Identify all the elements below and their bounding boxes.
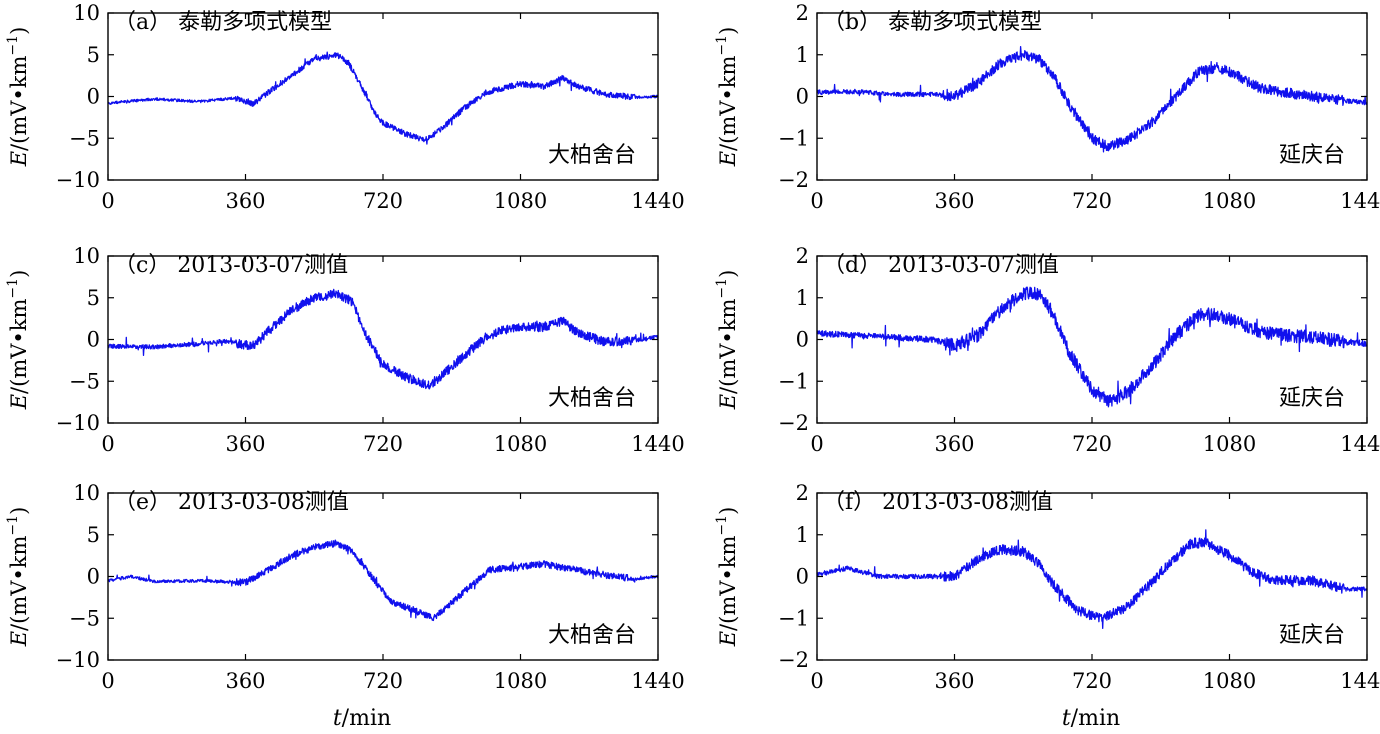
x-tick-label-a: 720 [363,189,403,213]
x-tick-label-c: 720 [363,432,403,456]
x-tick-label-b: 1440 [1340,189,1380,213]
y-tick-label-a: −10 [56,168,100,192]
x-tick-label-f: 720 [1072,669,1112,693]
x-tick-label-c: 1080 [494,432,547,456]
station-label-c: 大柏舍台 [548,386,636,411]
panel-title-b: （b） 泰勒多项式模型 [823,10,1042,35]
y-tick-label-e: 10 [73,481,100,505]
y-axis-label-c: E/(mV•km−1) [5,270,31,411]
panel-title-f: （f） 2013-03-08测值 [823,490,1053,515]
trace-e [107,539,659,622]
panel-e: 0 360 720 1080 1440 10 5 0 −5 −10 （e） 2013-03-08测值… [5,481,685,693]
x-tick-label-a: 1440 [631,189,684,213]
x-tick-label-f: 1440 [1340,669,1380,693]
x-tick-label-e: 1080 [494,669,547,693]
y-axis-label-d: E/(mV•km−1) [714,270,740,411]
panel-c: 0 360 720 1080 1440 10 5 0 −5 −10 （c） 2013-03-07测值… [5,244,685,456]
panel-title-a: （a） 泰勒多项式模型 [114,10,332,35]
y-tick-label-f: −2 [778,648,809,672]
x-tick-label-d: 720 [1072,432,1112,456]
y-tick-label-a: −5 [69,126,100,150]
y-tick-label-b: −2 [778,168,809,192]
y-tick-label-b: 0 [796,85,809,109]
x-tick-label-a: 1080 [494,189,547,213]
y-tick-label-f: 1 [796,523,809,547]
y-tick-label-f: 2 [796,481,809,505]
x-tick-label-d: 1440 [1340,432,1380,456]
x-tick-label-b: 720 [1072,189,1112,213]
x-tick-label-f: 0 [810,669,823,693]
x-tick-label-e: 720 [363,669,403,693]
y-axis-label-b: E/(mV•km−1) [714,27,740,168]
x-axis-label-left: t/min [333,706,391,731]
y-tick-label-a: 0 [87,85,100,109]
y-axis-label-a: E/(mV•km−1) [5,27,31,168]
y-tick-label-d: −1 [778,369,809,393]
y-tick-label-d: 1 [796,286,809,310]
panel-title-d: （d） 2013-03-07测值 [823,253,1059,278]
panel-d: 0 360 720 1080 1440 2 1 0 −1 −2 （d） 2013-03-07测值延庆… [714,244,1380,456]
x-tick-label-b: 1080 [1203,189,1256,213]
panel-f: 0 360 720 1080 1440 2 1 0 −1 −2 （f） 2013-03-08测值延庆… [714,481,1380,693]
y-tick-label-c: 5 [87,286,100,310]
trace-b [816,45,1368,153]
x-tick-label-e: 360 [225,669,265,693]
y-tick-label-a: 10 [73,1,100,25]
x-tick-label-d: 1080 [1203,432,1256,456]
y-tick-label-c: 10 [73,244,100,268]
station-label-f: 延庆台 [1279,623,1345,648]
y-tick-label-f: −1 [778,606,809,630]
panel-title-c: （c） 2013-03-07测值 [114,253,348,278]
x-tick-label-d: 360 [934,432,974,456]
trace-d [816,286,1368,408]
station-label-d: 延庆台 [1279,386,1345,411]
station-label-a: 大柏舍台 [548,143,636,168]
y-tick-label-e: −10 [56,648,100,672]
trace-a [107,51,659,145]
x-tick-label-a: 360 [225,189,265,213]
y-tick-label-d: 0 [796,328,809,352]
x-tick-label-e: 0 [101,669,114,693]
x-tick-label-f: 360 [934,669,974,693]
x-axis-label-right: t/min [1062,706,1120,731]
x-tick-label-c: 1440 [631,432,684,456]
x-tick-label-b: 0 [810,189,823,213]
y-tick-label-f: 0 [796,565,809,589]
y-tick-label-c: −5 [69,369,100,393]
y-tick-label-b: 2 [796,1,809,25]
y-tick-label-c: −10 [56,411,100,435]
y-tick-label-e: 0 [87,565,100,589]
panel-title-e: （e） 2013-03-08测值 [114,490,349,515]
trace-f [816,529,1368,629]
y-tick-label-b: −1 [778,126,809,150]
y-tick-label-d: 2 [796,244,809,268]
y-tick-label-b: 1 [796,43,809,67]
trace-c [107,288,659,390]
x-tick-label-f: 1080 [1203,669,1256,693]
y-tick-label-d: −2 [778,411,809,435]
y-tick-label-e: −5 [69,606,100,630]
x-tick-label-c: 360 [225,432,265,456]
x-tick-label-b: 360 [934,189,974,213]
station-label-e: 大柏舍台 [548,623,636,648]
y-axis-label-f: E/(mV•km−1) [714,507,740,648]
y-tick-label-a: 5 [87,43,100,67]
y-axis-label-e: E/(mV•km−1) [5,507,31,648]
y-tick-label-e: 5 [87,523,100,547]
station-label-b: 延庆台 [1279,143,1345,168]
x-tick-label-e: 1440 [631,669,684,693]
x-tick-label-c: 0 [101,432,114,456]
x-tick-label-a: 0 [101,189,114,213]
x-tick-label-d: 0 [810,432,823,456]
y-tick-label-c: 0 [87,328,100,352]
